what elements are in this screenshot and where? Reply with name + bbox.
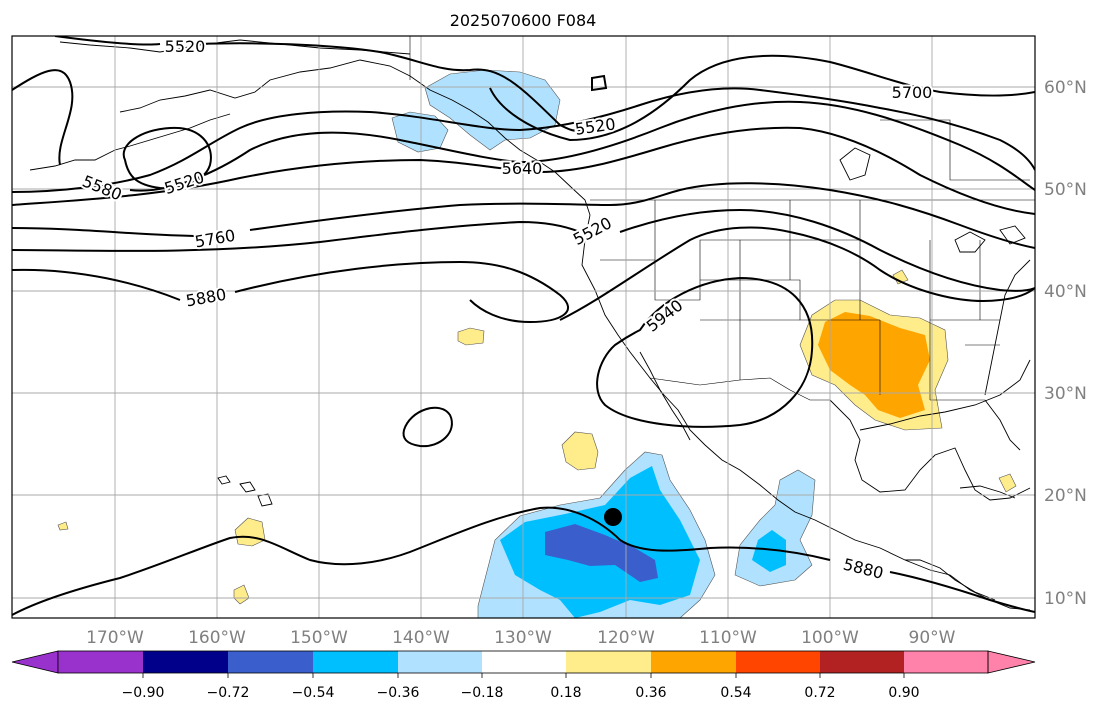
map-border <box>11 35 1036 619</box>
pos-shade-5 <box>998 473 1017 493</box>
contour-5520-low <box>122 126 212 190</box>
lat-label: 50°N <box>1044 180 1087 200</box>
colorbar-seg <box>313 651 398 673</box>
longitude-labels: 170°W 160°W 150°W 140°W 130°W 120°W 110°… <box>86 628 956 648</box>
pos-shade-1 <box>457 327 485 346</box>
contour-5820 <box>12 208 1035 292</box>
contour-label: 5640 <box>502 159 543 178</box>
lon-label: 140°W <box>392 628 450 648</box>
contour-5640 <box>12 126 1035 215</box>
colorbar-seg <box>398 651 482 673</box>
pos-shade-7 <box>57 521 69 531</box>
height-contours <box>12 36 1035 616</box>
contour-5520-main <box>12 87 1035 193</box>
map-title: 2025070600 F084 <box>450 11 597 30</box>
pos-shade-2 <box>561 431 599 471</box>
lon-label: 150°W <box>290 628 348 648</box>
colorbar-tick-label: −0.90 <box>122 685 165 701</box>
colorbar-tick-label: 0.18 <box>550 685 581 701</box>
contour-label: 5700 <box>892 83 933 102</box>
colorbar-tick-label: −0.18 <box>461 685 504 701</box>
colorbar-extend-left <box>11 650 59 674</box>
colorbar-frame <box>57 650 989 674</box>
colorbar-tick-label: −0.54 <box>292 685 335 701</box>
colorbar-seg <box>228 651 313 673</box>
colorbar-seg <box>651 651 736 673</box>
neg-shade-mexico-core <box>752 530 786 572</box>
colorbar-tick-labels: −0.90 −0.72 −0.54 −0.36 −0.18 0.18 0.36 … <box>122 685 920 701</box>
colorbar: −0.90 −0.72 −0.54 −0.36 −0.18 0.18 0.36 … <box>11 650 1036 701</box>
lon-label: 110°W <box>699 628 757 648</box>
colorbar-tick-label: −0.36 <box>377 685 420 701</box>
lon-label: 170°W <box>86 628 144 648</box>
colorbar-seg <box>566 651 651 673</box>
lon-label: 90°W <box>909 628 956 648</box>
lat-label: 60°N <box>1044 78 1087 98</box>
contour-5940 <box>596 276 814 428</box>
lon-label: 130°W <box>494 628 552 648</box>
pos-shade-texas-inner <box>818 312 930 418</box>
colorbar-tick-label: 0.72 <box>804 685 835 701</box>
colorbar-seg <box>143 651 228 673</box>
storm-center-marker <box>604 508 622 526</box>
contour-5700 <box>489 54 1035 142</box>
lon-label: 160°W <box>188 628 246 648</box>
gridlines <box>12 36 1035 618</box>
colorbar-tick-label: 0.54 <box>720 685 751 701</box>
lat-label: 10°N <box>1044 589 1087 609</box>
contour-label: 5520 <box>165 37 206 56</box>
colorbar-seg <box>58 651 143 673</box>
contour-5760 <box>12 182 1035 249</box>
colorbar-seg <box>904 651 988 673</box>
contour-5880-north <box>12 260 569 324</box>
neg-shade-tropics-core <box>545 524 658 582</box>
contour-5880-loop <box>559 226 1035 321</box>
colorbar-ticks <box>142 673 905 678</box>
colorbar-tick-label: 0.36 <box>635 685 666 701</box>
lat-label: 40°N <box>1044 282 1087 302</box>
colorbar-seg <box>736 651 820 673</box>
colorbar-extend-right <box>987 650 1036 674</box>
lon-label: 100°W <box>801 628 859 648</box>
colorbar-seg <box>820 651 904 673</box>
lat-label: 30°N <box>1044 384 1087 404</box>
contour-small-low <box>402 406 453 448</box>
contour-5880-tropics <box>12 506 1035 616</box>
contour-aleutian-small <box>591 74 608 92</box>
latitude-labels: 60°N 50°N 40°N 30°N 20°N 10°N <box>1044 78 1087 609</box>
colorbar-tick-label: −0.72 <box>207 685 250 701</box>
shaded-fields <box>57 69 1017 618</box>
borders <box>409 36 1035 401</box>
lat-label: 20°N <box>1044 486 1087 506</box>
colorbar-seg <box>482 651 566 673</box>
coastlines <box>29 39 1031 611</box>
pos-shade-4 <box>233 584 250 605</box>
lon-label: 120°W <box>597 628 655 648</box>
colorbar-tick-label: 0.90 <box>888 685 919 701</box>
contour-5580 <box>12 69 1035 192</box>
